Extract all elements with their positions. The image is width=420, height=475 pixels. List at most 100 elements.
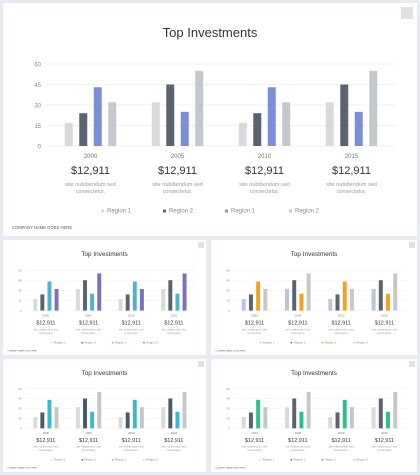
y-tick-label: 45 bbox=[227, 397, 231, 401]
footer-text: COMPANY NAME GOES HERE bbox=[215, 350, 246, 353]
image-placeholder bbox=[198, 360, 205, 367]
y-tick-label: 30 bbox=[227, 407, 231, 411]
bar-2000-series-2 bbox=[248, 412, 253, 429]
y-tick-label: 60 bbox=[227, 387, 231, 391]
legend-label: Region 1 bbox=[324, 340, 336, 344]
amount-value: $12,911 bbox=[164, 438, 183, 444]
year-label: 2000 bbox=[251, 431, 258, 435]
y-tick-label: 30 bbox=[227, 289, 231, 293]
description-line-1: site nubibendum sed bbox=[34, 327, 59, 331]
bar-2015-series-4 bbox=[393, 273, 398, 311]
description-line-2: consectetur. bbox=[337, 189, 367, 195]
y-tick-label: 15 bbox=[227, 417, 231, 421]
bar-2015-series-2 bbox=[168, 398, 173, 429]
description-line-2: consectetur. bbox=[167, 331, 182, 335]
description-line-2: consectetur. bbox=[76, 189, 106, 195]
legend-marker bbox=[81, 341, 83, 344]
amount-value: $12,911 bbox=[375, 320, 394, 326]
bar-2015-series-2 bbox=[340, 84, 349, 146]
bar-2000-series-3 bbox=[47, 399, 52, 429]
year-label: 2000 bbox=[43, 313, 50, 317]
amount-value: $12,911 bbox=[331, 438, 350, 444]
year-label: 2010 bbox=[258, 154, 272, 160]
description-line-2: consectetur. bbox=[39, 331, 54, 335]
legend-label: Region 2 bbox=[294, 458, 306, 462]
bar-2010-series-3 bbox=[132, 399, 137, 429]
image-placeholder bbox=[409, 241, 416, 248]
year-label: 2010 bbox=[338, 431, 345, 435]
description-line-1: site nubibendum sed bbox=[372, 327, 398, 331]
bar-2015-series-1 bbox=[371, 407, 376, 429]
slide-5[interactable]: Top Investments 0 15 30 45 60 2000 $12,911 site … bbox=[211, 359, 417, 472]
legend-label: Region 1 bbox=[263, 340, 275, 344]
bar-2015-series-4 bbox=[182, 391, 187, 429]
bar-2010-series-3 bbox=[267, 87, 276, 146]
description-line-1: site nubibendum sed bbox=[329, 445, 355, 449]
legend-label: Region 1 bbox=[54, 458, 66, 462]
y-tick-label: 60 bbox=[18, 387, 22, 391]
bar-2015-series-3 bbox=[386, 411, 391, 429]
bar-2000-series-1 bbox=[241, 417, 246, 429]
bar-2010-series-1 bbox=[118, 417, 123, 429]
legend-label: Region 2 bbox=[294, 340, 306, 344]
bar-2015-series-1 bbox=[325, 102, 334, 146]
bar-2000-series-1 bbox=[33, 299, 38, 311]
slide-3[interactable]: Top Investments 0 15 30 45 60 2000 $12,911 site … bbox=[211, 240, 417, 355]
year-label: 2010 bbox=[128, 313, 135, 317]
bar-2005-series-2 bbox=[83, 280, 87, 311]
amount-value: $12,911 bbox=[288, 438, 307, 444]
image-placeholder bbox=[198, 241, 205, 248]
legend-label: Region 2 bbox=[356, 340, 368, 344]
y-tick-label: 0 bbox=[20, 309, 22, 313]
bar-2015-series-3 bbox=[354, 111, 363, 146]
bar-2000-series-1 bbox=[33, 417, 38, 429]
y-tick-label: 45 bbox=[227, 278, 231, 282]
y-tick-label: 30 bbox=[18, 407, 22, 411]
bar-2015-series-1 bbox=[161, 288, 166, 311]
amount-value: $12,911 bbox=[245, 320, 264, 326]
description-line-2: consectetur. bbox=[247, 331, 262, 335]
year-label: 2005 bbox=[85, 313, 92, 317]
slide-4[interactable]: Top Investments 0 15 30 45 60 2000 $12,911 site … bbox=[3, 359, 206, 472]
legend-marker bbox=[353, 459, 355, 461]
amount-value: $12,911 bbox=[79, 320, 98, 326]
bar-2000-series-4 bbox=[54, 407, 59, 429]
bar-2010-series-1 bbox=[328, 299, 333, 311]
footer-text: COMPANY NAME GOES HERE bbox=[215, 467, 245, 470]
description-line-1: site nubibendum sed bbox=[76, 327, 101, 331]
slide-2[interactable]: Top Investments 0 15 30 45 60 2000 $12,911 site … bbox=[3, 240, 206, 355]
legend-label: Region 2 bbox=[356, 458, 368, 462]
y-tick-label: 0 bbox=[38, 145, 42, 151]
legend-label: Region 2 bbox=[169, 209, 194, 215]
bar-2010-series-3 bbox=[132, 281, 137, 311]
bar-2005-series-4 bbox=[306, 273, 311, 311]
bar-2010-series-2 bbox=[125, 412, 130, 429]
bar-2000-series-4 bbox=[263, 288, 268, 311]
bar-2005-series-1 bbox=[75, 288, 80, 311]
y-tick-label: 60 bbox=[227, 268, 231, 272]
description-line-1: site nubibendum sed bbox=[239, 182, 290, 188]
bar-2010-series-4 bbox=[349, 288, 354, 311]
slide-title: Top Investments bbox=[291, 369, 337, 377]
y-tick-label: 0 bbox=[228, 427, 230, 431]
year-label: 2015 bbox=[345, 154, 359, 160]
bar-2010-series-4 bbox=[349, 407, 354, 429]
year-label: 2010 bbox=[338, 314, 345, 318]
legend-marker bbox=[51, 459, 53, 461]
y-tick-label: 0 bbox=[228, 309, 230, 313]
footer-text: COMPANY NAME GOES HERE bbox=[7, 350, 37, 353]
bar-2005-series-3 bbox=[90, 293, 95, 311]
bar-2000-series-4 bbox=[263, 407, 268, 429]
legend-label: Region 1 bbox=[107, 209, 132, 215]
legend-label: Region 2 bbox=[295, 209, 320, 215]
slide-1[interactable]: Top Investments 0 15 30 45 60 2000 $12,911 site … bbox=[3, 3, 417, 236]
y-tick-label: 60 bbox=[18, 268, 22, 272]
bar-2000-series-3 bbox=[47, 281, 52, 311]
legend-label: Region 1 bbox=[263, 458, 275, 462]
y-tick-label: 45 bbox=[34, 83, 41, 89]
bar-2010-series-1 bbox=[328, 417, 333, 429]
y-tick-label: 15 bbox=[34, 124, 41, 130]
legend-marker bbox=[289, 209, 292, 213]
description-line-2: consectetur. bbox=[250, 189, 280, 195]
bar-2015-series-2 bbox=[168, 280, 173, 311]
